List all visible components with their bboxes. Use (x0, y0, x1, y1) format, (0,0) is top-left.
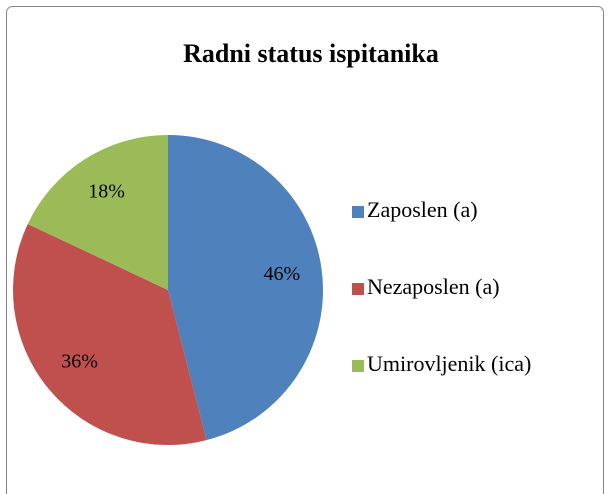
pie-slice (12, 224, 207, 445)
legend-swatch (352, 360, 364, 372)
legend-swatch (352, 206, 364, 218)
data-label: 36% (61, 351, 98, 373)
chart-title: Radni status ispitanika (183, 39, 439, 68)
data-label: 46% (263, 263, 300, 285)
pie-slice (168, 135, 324, 441)
legend-swatch (352, 283, 364, 295)
legend-label: Umirovljenik (ica) (367, 351, 531, 376)
pie-slice (27, 135, 169, 290)
legend-label: Zaposlen (a) (367, 197, 478, 222)
legend-label: Nezaposlen (a) (367, 274, 500, 299)
data-label: 18% (88, 181, 125, 203)
